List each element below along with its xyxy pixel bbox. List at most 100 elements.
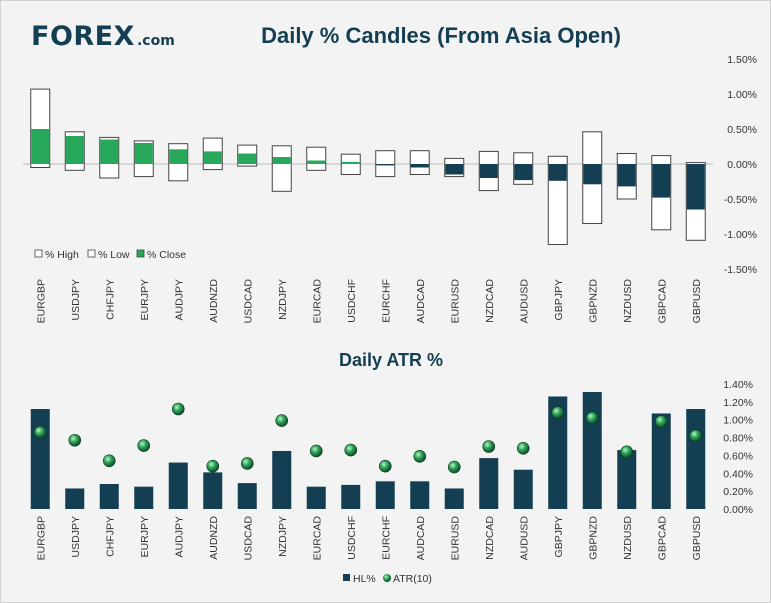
- atr-marker: [620, 445, 634, 459]
- x-tick-label: USDCAD: [242, 279, 254, 324]
- y-tick-label: 1.50%: [727, 54, 757, 66]
- forex-logo: FOREX .com: [31, 21, 175, 52]
- x-tick-label: GBPUSD: [691, 516, 703, 561]
- legend-swatch: [343, 574, 350, 581]
- logo-domain: .com: [136, 33, 175, 49]
- x-tick-label: CHFJPY: [104, 516, 116, 557]
- y-tick-label: 0.00%: [723, 504, 753, 516]
- atr-chart-title: Daily ATR %: [339, 350, 443, 370]
- x-tick-label: EURGBP: [35, 516, 47, 560]
- close-bar: [31, 129, 50, 164]
- legend-marker: [383, 574, 391, 582]
- logo-brand-text: FOREX: [31, 21, 135, 52]
- hl-bar: [306, 486, 326, 509]
- close-bar: [686, 164, 705, 210]
- hl-bar: [168, 462, 188, 509]
- legend-swatch: [136, 249, 145, 258]
- x-tick-label: EURUSD: [449, 516, 461, 561]
- legend-label: % High: [45, 249, 79, 261]
- y-tick-label: 1.00%: [727, 89, 757, 101]
- y-tick-label: -1.50%: [724, 264, 757, 276]
- atr-marker: [171, 402, 185, 416]
- close-bar: [341, 161, 360, 164]
- hl-bar: [134, 486, 154, 509]
- x-tick-label: AUDJPY: [173, 279, 185, 320]
- high-low-bar: [340, 153, 361, 175]
- x-tick-label: USDJPY: [70, 279, 82, 320]
- y-tick-label: -0.50%: [724, 194, 757, 206]
- legend-label: ATR(10): [393, 573, 432, 585]
- hl-bar: [513, 469, 533, 509]
- x-tick-label: EURCAD: [311, 516, 323, 561]
- x-tick-label: EURGBP: [35, 279, 47, 323]
- x-tick-label: EURCAD: [311, 279, 323, 324]
- close-bar: [514, 164, 533, 181]
- x-tick-label: AUDCAD: [415, 516, 427, 561]
- y-tick-label: 0.50%: [727, 124, 757, 136]
- candles-chart-title: Daily % Candles (From Asia Open): [261, 23, 621, 48]
- x-tick-label: GBPNZD: [587, 516, 599, 560]
- x-tick-label: GBPCAD: [656, 279, 668, 324]
- hl-bar: [548, 396, 568, 509]
- legend-label: % Low: [98, 249, 130, 261]
- x-tick-label: NZDUSD: [622, 279, 634, 323]
- atr-marker: [309, 444, 323, 458]
- close-bar: [100, 139, 119, 164]
- close-bar: [583, 164, 602, 185]
- x-tick-label: NZDJPY: [277, 279, 289, 320]
- x-tick-label: GBPUSD: [691, 279, 703, 324]
- high-low-bar: [271, 145, 292, 192]
- atr-marker: [447, 460, 461, 474]
- x-tick-label: AUDCAD: [415, 279, 427, 324]
- hl-bar: [272, 450, 292, 509]
- y-tick-label: 1.20%: [723, 397, 753, 409]
- close-bar: [445, 164, 464, 175]
- atr-marker: [585, 411, 599, 425]
- x-tick-label: AUDUSD: [518, 516, 530, 561]
- atr-marker: [275, 414, 289, 427]
- x-tick-label: USDJPY: [70, 516, 82, 557]
- y-tick-label: 0.60%: [723, 450, 753, 462]
- atr-marker: [551, 406, 565, 419]
- legend-label: % Close: [147, 249, 186, 261]
- atr-marker: [516, 441, 530, 455]
- hl-bar: [65, 488, 85, 509]
- y-tick-label: 0.40%: [723, 468, 753, 480]
- high-low-bar: [306, 146, 327, 171]
- x-tick-label: USDCHF: [346, 516, 358, 560]
- atr-marker: [68, 433, 82, 447]
- hl-bar: [582, 392, 602, 509]
- atr-marker: [33, 425, 47, 439]
- x-tick-label: GBPNZD: [587, 279, 599, 323]
- atr-marker: [344, 443, 358, 457]
- hl-bar: [30, 409, 50, 509]
- x-tick-label: AUDNZD: [208, 516, 220, 560]
- x-tick-label: GBPJPY: [553, 279, 565, 320]
- hl-bar: [410, 481, 430, 509]
- x-tick-label: NZDCAD: [484, 516, 496, 560]
- x-tick-label: USDCAD: [242, 516, 254, 561]
- close-bar: [134, 143, 153, 164]
- x-tick-label: EURCHF: [380, 279, 392, 323]
- x-tick-label: AUDJPY: [173, 516, 185, 557]
- y-tick-label: -1.00%: [724, 229, 757, 241]
- x-tick-label: GBPJPY: [553, 516, 565, 557]
- hl-bar: [375, 481, 395, 509]
- x-tick-label: EURCHF: [380, 516, 392, 560]
- x-tick-label: GBPCAD: [656, 516, 668, 561]
- x-tick-label: NZDCAD: [484, 279, 496, 323]
- y-tick-label: 0.80%: [723, 433, 753, 445]
- atr-marker: [378, 459, 392, 473]
- close-bar: [479, 164, 498, 178]
- high-low-bar: [409, 150, 430, 175]
- close-bar: [169, 149, 188, 164]
- close-bar: [548, 164, 567, 181]
- hl-bar: [479, 458, 499, 509]
- close-bar: [65, 136, 84, 164]
- x-tick-label: CHFJPY: [104, 279, 116, 320]
- atr-marker: [413, 450, 427, 463]
- x-tick-label: NZDUSD: [622, 516, 634, 560]
- y-tick-label: 0.00%: [727, 159, 757, 171]
- hl-bar: [237, 483, 257, 509]
- close-bar: [652, 164, 671, 198]
